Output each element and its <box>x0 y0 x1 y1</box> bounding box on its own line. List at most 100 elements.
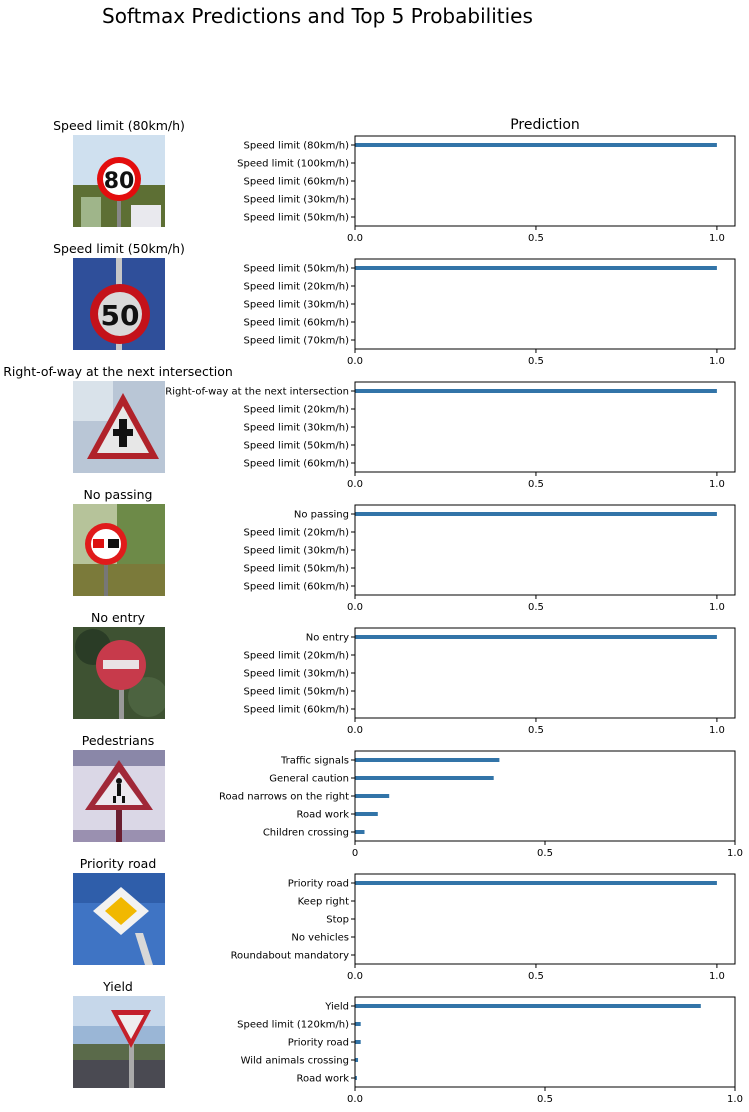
prediction-header: Prediction <box>510 117 580 133</box>
prediction-bar <box>355 1076 357 1080</box>
class-label: Speed limit (60km/h) <box>244 318 350 329</box>
image-title: Right-of-way at the next intersection <box>3 364 233 379</box>
class-label: Priority road <box>288 1038 349 1049</box>
class-label: No passing <box>294 510 349 521</box>
prediction-bar <box>355 635 717 639</box>
x-tick-label: 1.0 <box>727 1094 743 1105</box>
x-tick-label: 0.0 <box>347 479 363 490</box>
x-tick-label: 0.0 <box>347 971 363 982</box>
plot-frame <box>354 258 736 350</box>
x-tick-label: 1.0 <box>709 479 725 490</box>
class-label: Children crossing <box>263 828 349 839</box>
no-entry-sign-image <box>73 627 165 719</box>
class-label: Speed limit (60km/h) <box>244 705 350 716</box>
prediction-bar <box>355 389 717 393</box>
class-label: Speed limit (70km/h) <box>244 336 350 347</box>
sign-number: 80 <box>104 169 135 194</box>
x-tick-label: 1.0 <box>709 233 725 244</box>
class-label: Speed limit (30km/h) <box>244 669 350 680</box>
plot-frame <box>354 135 736 227</box>
class-label: Speed limit (30km/h) <box>244 423 350 434</box>
x-tick-label: 0.5 <box>528 602 544 613</box>
x-tick-label: 0.0 <box>347 356 363 367</box>
chart-2: Speed limit (50km/h) Speed limit (20km/h)… <box>244 258 736 367</box>
prediction-bar <box>355 1040 361 1044</box>
class-label: Speed limit (120km/h) <box>237 1020 349 1031</box>
class-label: No vehicles <box>291 933 349 944</box>
class-label: Wild animals crossing <box>241 1056 349 1067</box>
prediction-bar <box>355 830 365 834</box>
x-tick-label: 0.5 <box>528 971 544 982</box>
chart-6: Traffic signals General caution Road narro… <box>219 750 743 859</box>
class-label: Road work <box>297 810 350 821</box>
x-tick-label: 0.0 <box>347 602 363 613</box>
right-of-way-sign-image <box>73 381 165 473</box>
sign-number: 50 <box>101 299 140 332</box>
x-tick-label: 0.5 <box>528 356 544 367</box>
class-label: Stop <box>326 915 349 926</box>
class-label: Speed limit (30km/h) <box>244 546 350 557</box>
class-label: Speed limit (60km/h) <box>244 459 350 470</box>
class-label: Roundabout mandatory <box>231 951 350 962</box>
class-label: Speed limit (60km/h) <box>244 582 350 593</box>
class-label: Speed limit (50km/h) <box>244 441 350 452</box>
x-tick-label: 0 <box>352 848 358 859</box>
image-title: Priority road <box>79 856 157 871</box>
x-tick-label: 0.5 <box>537 848 553 859</box>
chart-1: Speed limit (80km/h) Speed limit (100km/h… <box>237 135 736 244</box>
class-label: No entry <box>306 633 349 644</box>
x-tick-label: 1.0 <box>727 848 743 859</box>
speed-limit-80-sign-image: 80 <box>73 135 165 227</box>
plot-frame <box>354 627 736 719</box>
prediction-bar <box>355 1004 701 1008</box>
class-label: Traffic signals <box>280 756 349 767</box>
figure-title: Softmax Predictions and Top 5 Probabilit… <box>102 4 533 28</box>
chart-8: Yield Speed limit (120km/h) Priority road W… <box>237 996 743 1105</box>
plot-frame <box>354 381 736 473</box>
x-tick-label: 1.0 <box>709 602 725 613</box>
x-tick-label: 1.0 <box>709 356 725 367</box>
x-tick-label: 0.5 <box>528 233 544 244</box>
class-label: Speed limit (50km/h) <box>244 687 350 698</box>
class-label: Speed limit (50km/h) <box>244 264 350 275</box>
class-label: Road narrows on the right <box>219 792 349 803</box>
prediction-bar <box>355 512 717 516</box>
no-passing-sign-image <box>73 504 165 596</box>
image-title: No entry <box>90 610 146 625</box>
x-tick-label: 1.0 <box>709 725 725 736</box>
plot-frame <box>354 996 736 1088</box>
class-label: Speed limit (20km/h) <box>244 528 350 539</box>
class-label: Speed limit (100km/h) <box>237 159 349 170</box>
image-title: Pedestrians <box>81 733 155 748</box>
prediction-bar <box>355 776 494 780</box>
class-label: Speed limit (80km/h) <box>244 141 350 152</box>
class-label: Speed limit (20km/h) <box>244 282 350 293</box>
plot-frame <box>354 873 736 965</box>
prediction-bar <box>355 881 717 885</box>
prediction-bar <box>355 1058 359 1062</box>
image-title: Speed limit (50km/h) <box>53 241 185 256</box>
class-label: Keep right <box>298 897 349 908</box>
prediction-bar <box>355 266 717 270</box>
x-tick-label: 0.0 <box>347 1094 363 1105</box>
class-label: General caution <box>269 774 349 785</box>
x-tick-label: 0.5 <box>528 479 544 490</box>
image-title: No passing <box>83 487 153 502</box>
class-label: Speed limit (30km/h) <box>244 195 350 206</box>
x-tick-label: 0.0 <box>347 233 363 244</box>
prediction-bar <box>355 1022 361 1026</box>
prediction-bar <box>355 794 390 798</box>
x-tick-label: 0.5 <box>528 725 544 736</box>
class-label: Right-of-way at the next intersection <box>165 387 349 398</box>
chart-3: Right-of-way at the next intersection Spe… <box>165 381 736 490</box>
priority-road-sign-image <box>73 873 165 965</box>
image-title: Speed limit (80km/h) <box>53 118 185 133</box>
class-label: Speed limit (50km/h) <box>244 213 350 224</box>
class-label: Road work <box>297 1074 350 1085</box>
chart-4: No passing Speed limit (20km/h) Speed limi… <box>244 504 736 613</box>
prediction-bar <box>355 812 378 816</box>
plot-frame <box>354 504 736 596</box>
plot-frame <box>354 750 736 842</box>
prediction-bar <box>355 143 717 147</box>
image-title: Yield <box>103 979 133 994</box>
